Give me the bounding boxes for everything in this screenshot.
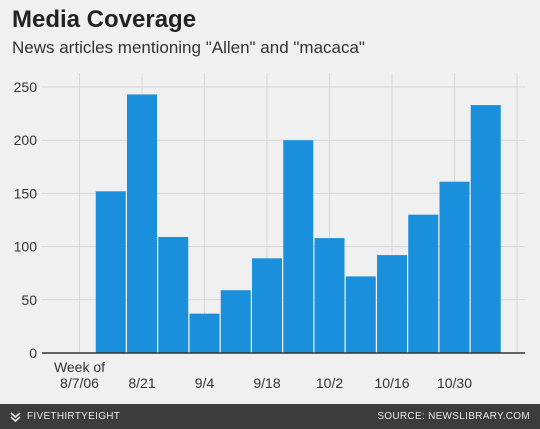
- bar: [127, 94, 157, 353]
- footer-bar: FIVETHIRTYEIGHT SOURCE: NEWSLIBRARY.COM: [0, 404, 540, 429]
- y-tick-label: 100: [14, 239, 38, 255]
- footer-source: SOURCE: NEWSLIBRARY.COM: [377, 411, 530, 422]
- bar: [252, 258, 282, 353]
- bar: [439, 181, 470, 353]
- bar: [314, 238, 345, 353]
- y-tick-label: 250: [14, 79, 38, 95]
- bar: [470, 105, 501, 353]
- y-tick-label: 0: [29, 345, 37, 361]
- bar: [95, 191, 126, 353]
- y-tick-label: 200: [14, 132, 38, 148]
- bar: [189, 313, 220, 353]
- footer-brand: FIVETHIRTYEIGHT: [10, 411, 120, 422]
- x-tick-label: 8/7/06: [60, 375, 99, 391]
- y-tick-label: 150: [14, 185, 38, 201]
- fivethirtyeight-logo-icon: [10, 412, 21, 422]
- x-tick-label: 10/16: [374, 375, 409, 391]
- bar: [345, 276, 376, 353]
- x-tick-label: Week of: [54, 359, 105, 375]
- x-tick-label: 10/2: [316, 375, 343, 391]
- bar: [283, 140, 314, 353]
- x-tick-label: 9/4: [195, 375, 215, 391]
- bar: [220, 290, 251, 353]
- x-tick-label: 8/21: [128, 375, 155, 391]
- x-tick-label: 10/30: [437, 375, 472, 391]
- chart-title: Media Coverage: [12, 6, 197, 33]
- bar-chart: 0 50 100 150 200 250 Week of8/7/06 8/21 9/4 9/18 1…: [14, 73, 525, 391]
- x-tick-label: 9/18: [253, 375, 280, 391]
- chart-subtitle: News articles mentioning "Allen" and "ma…: [12, 38, 365, 57]
- footer-brand-label: FIVETHIRTYEIGHT: [27, 411, 121, 422]
- bar: [158, 237, 189, 353]
- bar: [408, 214, 439, 353]
- bar: [377, 255, 407, 353]
- y-tick-label: 50: [21, 292, 37, 308]
